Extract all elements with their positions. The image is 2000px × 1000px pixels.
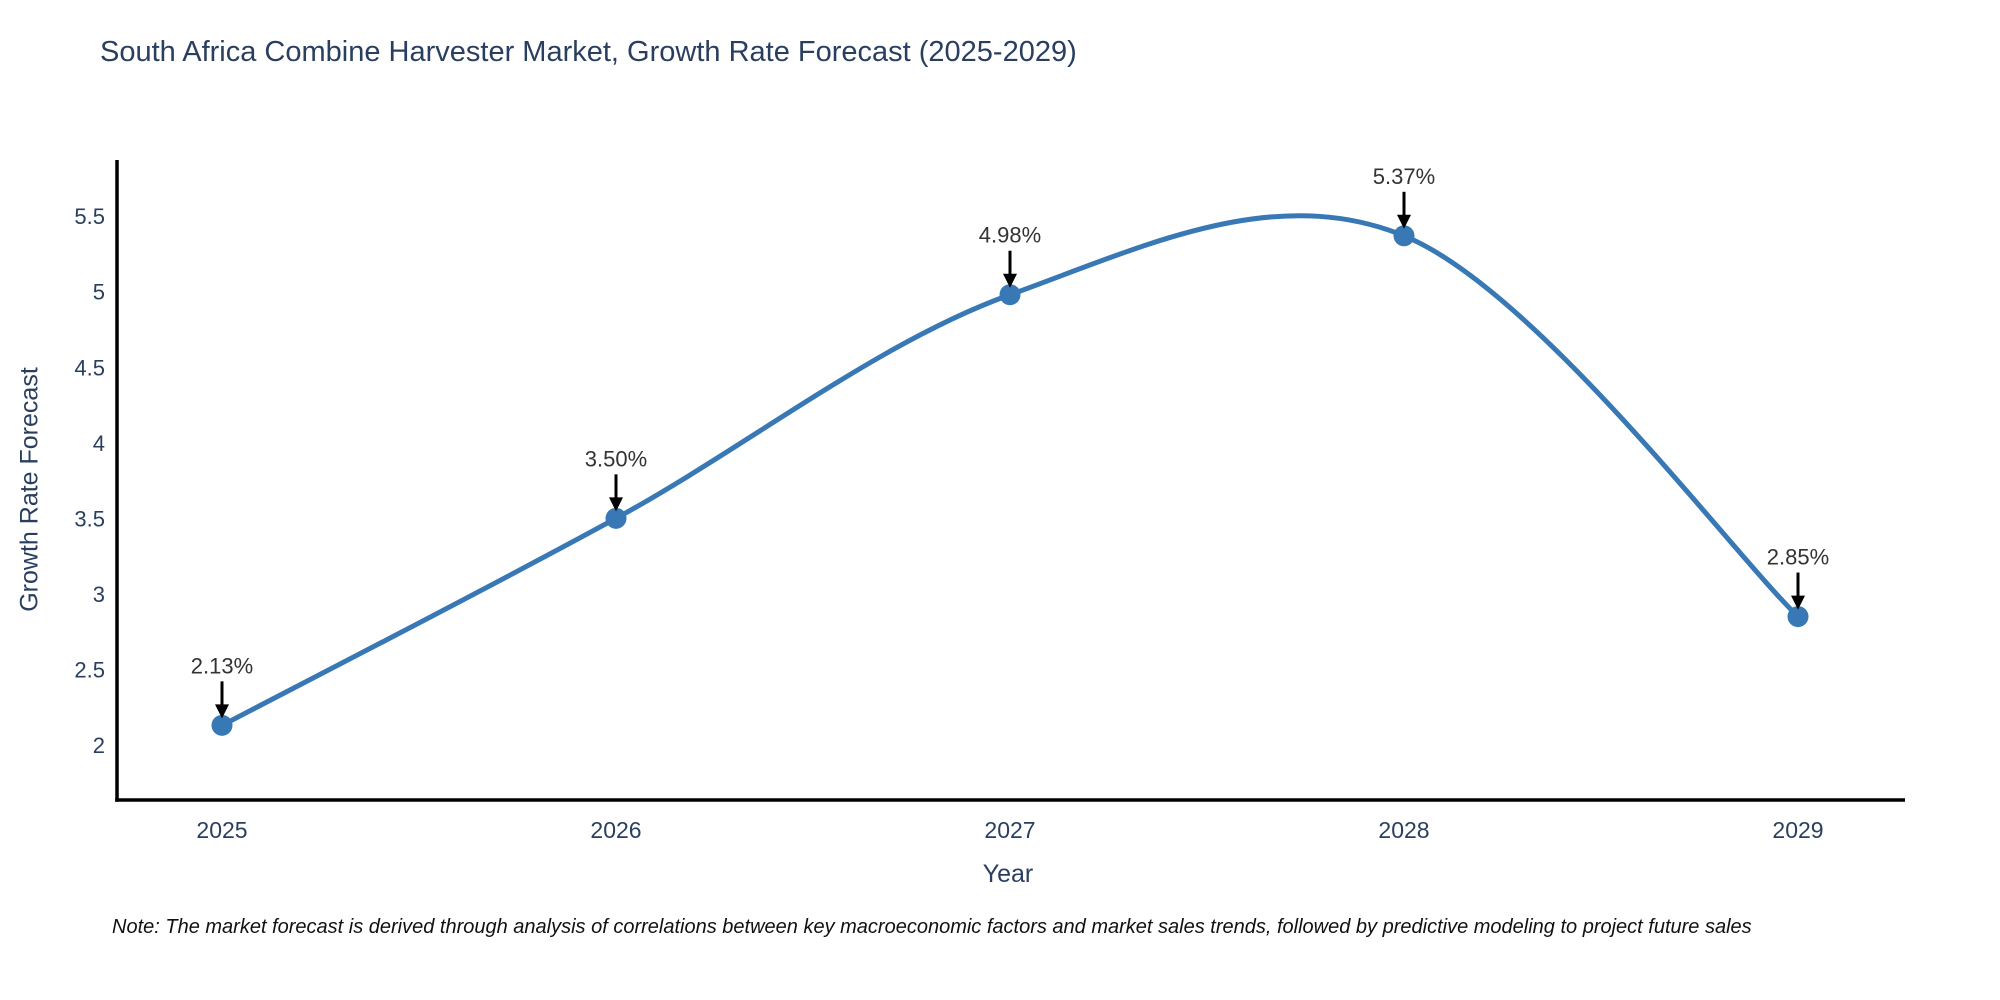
data-point-label-2026: 3.50% bbox=[585, 446, 647, 471]
data-point-marker-2029 bbox=[1787, 606, 1809, 628]
annotation-arrowhead-icon bbox=[609, 497, 623, 512]
y-tick-label-2.5: 2.5 bbox=[74, 657, 105, 682]
y-tick-label-4: 4 bbox=[93, 431, 105, 456]
y-tick-label-2: 2 bbox=[93, 733, 105, 758]
chart-title: South Africa Combine Harvester Market, G… bbox=[100, 36, 1077, 68]
y-tick-label-4.5: 4.5 bbox=[74, 355, 105, 380]
annotation-arrowhead-icon bbox=[215, 704, 229, 719]
data-point-marker-2025 bbox=[211, 714, 233, 736]
x-tick-label-2027: 2027 bbox=[984, 817, 1035, 843]
y-axis-title: Growth Rate Forecast bbox=[15, 367, 44, 612]
data-point-label-2025: 2.13% bbox=[191, 653, 253, 678]
y-tick-label-5.5: 5.5 bbox=[74, 204, 105, 229]
footnote: Note: The market forecast is derived thr… bbox=[112, 916, 1752, 938]
x-tick-label-2028: 2028 bbox=[1378, 817, 1429, 843]
x-axis-title: Year bbox=[982, 860, 1034, 888]
data-point-marker-2026 bbox=[605, 507, 627, 529]
data-point-label-2027: 4.98% bbox=[979, 223, 1041, 248]
data-point-marker-2028 bbox=[1393, 225, 1415, 247]
data-point-label-2028: 5.37% bbox=[1373, 164, 1435, 189]
y-tick-label-3: 3 bbox=[93, 582, 105, 607]
data-point-label-2029: 2.85% bbox=[1767, 545, 1829, 570]
y-tick-label-5: 5 bbox=[93, 280, 105, 305]
x-tick-label-2026: 2026 bbox=[590, 817, 641, 843]
x-tick-label-2025: 2025 bbox=[196, 817, 247, 843]
annotation-arrowhead-icon bbox=[1003, 273, 1017, 288]
annotation-arrowhead-icon bbox=[1397, 214, 1411, 229]
annotation-arrowhead-icon bbox=[1791, 595, 1805, 610]
y-tick-label-3.5: 3.5 bbox=[74, 506, 105, 531]
data-point-marker-2027 bbox=[999, 284, 1021, 306]
x-tick-label-2029: 2029 bbox=[1772, 817, 1823, 843]
